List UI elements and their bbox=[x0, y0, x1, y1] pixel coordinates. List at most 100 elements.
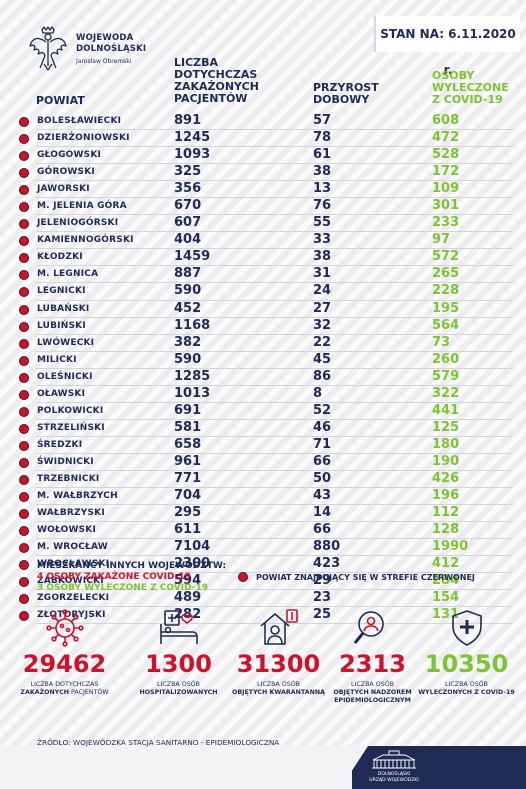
row-divider bbox=[36, 316, 512, 318]
county-growth: 23 bbox=[313, 590, 332, 606]
county-growth: 8 bbox=[313, 385, 323, 401]
red-zone-dot-icon bbox=[19, 611, 29, 622]
county-cases: 887 bbox=[174, 266, 202, 282]
table-row: GŁOGOWSKI 1093 61 528 bbox=[0, 147, 526, 165]
county-cases: 452 bbox=[174, 300, 202, 316]
county-cases: 1459 bbox=[174, 249, 211, 265]
table-row: GÓROWSKI 325 38 172 bbox=[0, 164, 526, 182]
county-cases: 2300 bbox=[174, 556, 211, 572]
county-recovered: 128 bbox=[432, 522, 460, 538]
county-table: BOLESŁAWIECKI 891 57 608 DZIERŻONIOWSKI 1245 7… bbox=[0, 113, 526, 625]
table-row: M. WAŁBRZYCH 704 43 196 bbox=[0, 488, 526, 506]
county-cases: 1245 bbox=[174, 130, 211, 146]
red-zone-dot-icon bbox=[19, 457, 29, 468]
county-name: M. JELENIA GÓRA bbox=[37, 201, 127, 212]
row-divider bbox=[36, 265, 512, 267]
column-header-cases-line: ZAKAŻONYCH bbox=[174, 80, 259, 93]
magnifier-person-icon bbox=[353, 611, 384, 644]
table-row: ŚWIDNICKI 961 66 190 bbox=[0, 454, 526, 471]
county-growth: 22 bbox=[313, 334, 332, 350]
column-header-powiat: POWIAT bbox=[36, 95, 85, 107]
red-zone-dot-icon bbox=[19, 185, 29, 196]
legend-text: POWIAT ZNAJDUJĄCY SIĘ W STREFIE CZERWONE… bbox=[256, 573, 475, 582]
stat-label-bold: HOSPITALIZOWANYCH bbox=[139, 689, 218, 696]
county-recovered: 412 bbox=[432, 556, 460, 572]
county-growth: 86 bbox=[313, 368, 332, 384]
red-zone-dot-icon bbox=[19, 117, 29, 127]
stat-infected: 29462 LICZBA DOTYCHCZAS ZAKAŻONYCH PACJE… bbox=[12, 600, 117, 710]
row-divider bbox=[36, 435, 512, 437]
county-cases: 594 bbox=[174, 573, 202, 589]
county-recovered: 322 bbox=[432, 385, 460, 401]
county-name: GŁOGOWSKI bbox=[37, 150, 102, 161]
stat-quarantine: 31300 LICZBA OSÓB OBJĘTYCH KWARANTANNĄ bbox=[226, 600, 331, 710]
county-growth: 14 bbox=[313, 505, 332, 521]
county-name: M. WAŁBRZYCH bbox=[37, 491, 118, 502]
county-name: LUBAŃSKI bbox=[37, 303, 90, 314]
county-name: WOŁOWSKI bbox=[37, 525, 97, 536]
row-divider bbox=[36, 333, 512, 335]
county-growth: 27 bbox=[313, 300, 332, 316]
red-zone-dot-icon bbox=[19, 577, 29, 588]
county-name: TRZEBNICKI bbox=[37, 473, 100, 484]
county-cases: 891 bbox=[174, 113, 202, 128]
red-zone-dot-icon bbox=[19, 168, 29, 179]
table-row: LUBIŃSKI 1168 32 564 bbox=[0, 318, 526, 335]
org-name-line2: DOLNOŚLĄSKI bbox=[76, 44, 147, 54]
stat-hospitalized: 1300 LICZBA OSÓB HOSPITALIZOWANYCH bbox=[126, 600, 231, 710]
county-cases: 607 bbox=[174, 215, 202, 231]
quarantine-house-icon bbox=[259, 609, 298, 645]
county-recovered: 426 bbox=[432, 470, 460, 486]
county-cases: 1013 bbox=[174, 385, 211, 401]
county-name: ZGORZELECKI bbox=[37, 593, 110, 604]
county-recovered: 228 bbox=[432, 283, 460, 299]
county-cases: 581 bbox=[174, 419, 202, 435]
column-header-growth: PRZYROST DOBOWY bbox=[313, 82, 379, 106]
stat-label-bold: WYLECZONYCH Z COVID-19 bbox=[418, 689, 515, 696]
row-divider bbox=[36, 589, 512, 591]
county-cases: 704 bbox=[174, 488, 202, 504]
county-name: JAWORSKI bbox=[37, 184, 90, 195]
county-growth: 61 bbox=[313, 147, 332, 163]
column-header-recovered-line: WYLECZONE bbox=[432, 81, 509, 94]
stat-value: 10350 bbox=[424, 650, 509, 678]
row-divider bbox=[36, 487, 512, 489]
row-divider bbox=[36, 282, 512, 284]
red-zone-dot-icon bbox=[238, 572, 248, 582]
table-row: JAWORSKI 356 13 109 bbox=[0, 181, 526, 199]
county-name: ŚREDZKI bbox=[37, 439, 83, 450]
row-divider bbox=[36, 129, 512, 131]
table-row: STRZELIŃSKI 581 46 125 bbox=[0, 420, 526, 437]
county-name: LEGNICKI bbox=[37, 286, 86, 297]
county-cases: 1093 bbox=[174, 147, 211, 163]
county-recovered: 472 bbox=[432, 130, 460, 146]
county-name: ZĄBKOWICKI bbox=[37, 576, 104, 587]
county-cases: 611 bbox=[174, 522, 202, 538]
column-header-growth-line: PRZYROST bbox=[313, 81, 379, 94]
column-header-cases-line: DOTYCHCZAS bbox=[174, 68, 258, 81]
shield-cross-icon bbox=[451, 610, 482, 646]
row-divider bbox=[36, 180, 512, 182]
county-growth: 76 bbox=[313, 198, 332, 214]
table-row: M. WROCŁAW 7104 880 1990 bbox=[0, 539, 526, 557]
table-row: ZĄBKOWICKI 594 29 284 bbox=[0, 573, 526, 591]
county-recovered: 1990 bbox=[432, 539, 469, 555]
county-growth: 38 bbox=[313, 164, 332, 180]
red-zone-dot-icon bbox=[19, 338, 29, 349]
stat-label: LICZBA OSÓB WYLECZONYCH Z COVID-19 bbox=[414, 681, 519, 697]
red-zone-dot-icon bbox=[19, 355, 29, 366]
red-zone-dot-icon bbox=[19, 509, 29, 520]
county-cases: 771 bbox=[174, 470, 202, 486]
county-name: BOLESŁAWIECKI bbox=[37, 116, 122, 126]
row-divider bbox=[36, 401, 512, 403]
county-cases: 325 bbox=[174, 164, 202, 180]
county-recovered: 284 bbox=[432, 573, 460, 589]
table-row: TRZEBNICKI 771 50 426 bbox=[0, 470, 526, 489]
county-recovered: 190 bbox=[432, 453, 460, 469]
red-zone-dot-icon bbox=[19, 406, 29, 417]
table-row: LUBAŃSKI 452 27 195 bbox=[0, 301, 526, 318]
county-growth: 29 bbox=[313, 573, 332, 589]
table-row: MILICKI 590 45 260 bbox=[0, 352, 526, 369]
county-growth: 38 bbox=[313, 249, 332, 265]
